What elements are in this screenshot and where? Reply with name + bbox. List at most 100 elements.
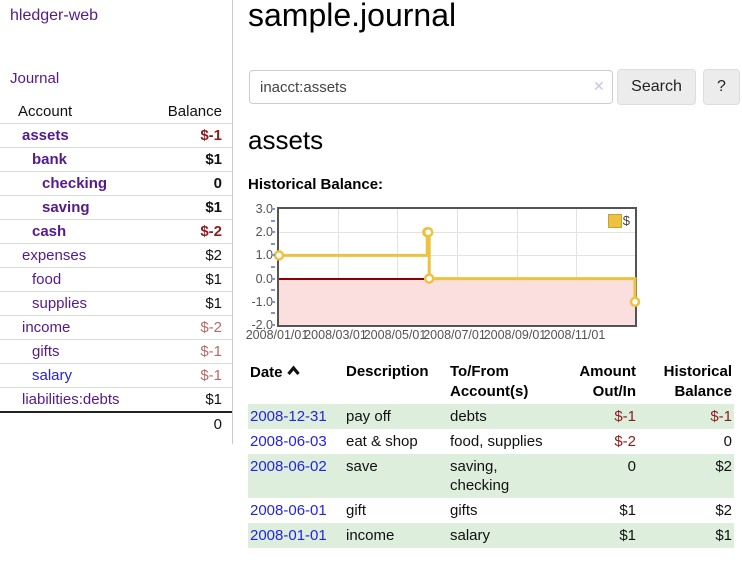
y-axis-tick-mark (271, 208, 275, 210)
y-axis-tick-label: 0.0 (255, 271, 273, 286)
vertical-gridline (576, 209, 578, 325)
date-cell: 2008-12-31 (248, 404, 344, 429)
date-link[interactable]: 2008-06-02 (250, 458, 327, 475)
account-balance: $1 (205, 294, 222, 312)
account-balance: $-2 (200, 318, 222, 336)
transaction-description: eat & shop (346, 433, 418, 450)
vertical-gridline (516, 209, 518, 325)
balance-value: 0 (723, 433, 732, 450)
account-link-gifts[interactable]: gifts (32, 342, 60, 360)
date-cell: 2008-06-02 (248, 454, 344, 498)
transaction-description: income (344, 523, 448, 548)
vertical-gridline (456, 209, 458, 325)
sidebar-item-journal[interactable]: Journal (10, 70, 60, 87)
transaction-description: gift (346, 502, 367, 519)
account-row: expenses $2 (0, 243, 232, 267)
account-link-checking[interactable]: checking (42, 174, 108, 192)
balance-line (273, 226, 641, 308)
account-link-liabilities-debts[interactable]: liabilities:debts (22, 390, 120, 408)
account-balance: $1 (205, 198, 222, 216)
date-link[interactable]: 2008-06-01 (250, 502, 327, 519)
account-link-income[interactable]: income (22, 318, 71, 336)
transaction-description: pay off (344, 404, 448, 429)
x-axis-tick-label: 2008/11/01 (543, 328, 606, 342)
y-axis-tick-label: 1.0 (255, 248, 273, 263)
account-row: income $-2 (0, 315, 232, 339)
account-row: supplies $1 (0, 291, 232, 315)
description-column-header: Description (346, 363, 429, 380)
account-row: liabilities:debts $1 (0, 387, 232, 411)
balance-value: $2 (638, 454, 734, 498)
amount-value: $-2 (614, 433, 636, 450)
account-row: salary $-1 (0, 363, 232, 387)
transaction-accounts: debts (448, 404, 552, 429)
account-link-food[interactable]: food (32, 270, 62, 288)
account-row: bank $1 (0, 147, 232, 171)
search-input[interactable] (249, 70, 613, 104)
register-row: 2008-06-03 eat & shop food, supplies $-2 0 (248, 429, 734, 454)
account-heading: assets (248, 125, 324, 155)
x-axis-tick-label: 2008/05/01 (363, 328, 427, 342)
y-axis-tick-label: -1.0 (251, 294, 273, 309)
y-axis-tick-mark (271, 242, 275, 245)
date-cell: 2008-06-01 (248, 498, 344, 523)
accounts-total-row: 0 (0, 411, 232, 436)
legend-swatch-icon (607, 213, 622, 228)
x-axis-tick-label: 2008/09/01 (483, 328, 547, 342)
account-balance: $1 (205, 270, 222, 288)
transaction-accounts: saving, checking (448, 454, 552, 498)
date-link[interactable]: 2008-12-31 (250, 408, 327, 425)
date-column-header[interactable]: Date (248, 360, 344, 404)
account-balance: 0 (213, 174, 222, 192)
balance-value: $2 (715, 502, 732, 519)
chart-legend: $ (607, 213, 630, 228)
account-balance: $-1 (200, 366, 222, 384)
account-row: assets $-1 (0, 123, 232, 147)
clear-search-icon[interactable]: ✕ (593, 78, 605, 94)
transaction-description: save (344, 454, 448, 498)
vertical-gridline (397, 209, 399, 325)
y-axis-tick-label: 2.0 (255, 225, 273, 240)
date-cell: 2008-06-03 (248, 429, 344, 454)
account-row: checking 0 (0, 171, 232, 195)
search-button[interactable]: Search (617, 69, 696, 105)
account-link-bank[interactable]: bank (32, 150, 68, 168)
account-row: food $1 (0, 267, 232, 291)
account-link-expenses[interactable]: expenses (22, 246, 87, 264)
accounts-total-value: 0 (213, 415, 222, 433)
account-link-saving[interactable]: saving (42, 198, 90, 216)
account-link-supplies[interactable]: supplies (32, 294, 88, 312)
amount-value: $1 (552, 523, 638, 548)
account-link-salary[interactable]: salary (32, 366, 73, 384)
account-link-cash[interactable]: cash (32, 222, 67, 240)
y-axis-tick-mark (271, 254, 275, 257)
account-balance: $-1 (200, 126, 222, 144)
brand-link[interactable]: hledger-web (10, 7, 99, 24)
amount-column-header: Amount Out/In (579, 363, 636, 400)
y-axis-tick-mark (271, 231, 275, 234)
balance-column-header: Historical Balance (663, 363, 732, 400)
y-axis-tick-label: 3.0 (255, 202, 273, 216)
sort-ascending-icon (286, 362, 300, 382)
register-row: 2008-12-31 pay off debts $-1 $-1 (248, 404, 734, 429)
register-row: 2008-01-01 income salary $1 $1 (248, 523, 734, 548)
historical-balance-chart: $ 3.0 2.0 1.0 0.0 -1.0 -2.0 2008/01/01 2008/03/… (246, 200, 668, 350)
accounts-table: Account Balance assets $-1 bank $1 checking 0… (0, 100, 232, 436)
help-button[interactable]: ? (703, 69, 740, 105)
date-link[interactable]: 2008-01-01 (250, 527, 327, 544)
date-link[interactable]: 2008-06-03 (250, 433, 327, 450)
account-balance: $1 (205, 150, 222, 168)
register-row: 2008-06-02 save saving, checking 0 $2 (248, 454, 734, 498)
y-axis-tick-mark (271, 277, 275, 280)
y-axis-tick-mark (271, 324, 275, 326)
register-header-row: Date Description To/From Account(s) Amou… (248, 360, 734, 404)
transaction-accounts: food, supplies (450, 433, 543, 450)
y-axis-tick-label: -2.0 (251, 318, 273, 332)
sidebar: hledger-web Journal Account Balance asse… (0, 0, 233, 444)
amount-value: 0 (552, 454, 638, 498)
account-balance: $1 (205, 390, 222, 408)
account-link-assets[interactable]: assets (22, 126, 69, 144)
balance-value: $1 (638, 523, 734, 548)
account-balance: $-1 (200, 342, 222, 360)
chart-title: Historical Balance: (248, 176, 384, 193)
